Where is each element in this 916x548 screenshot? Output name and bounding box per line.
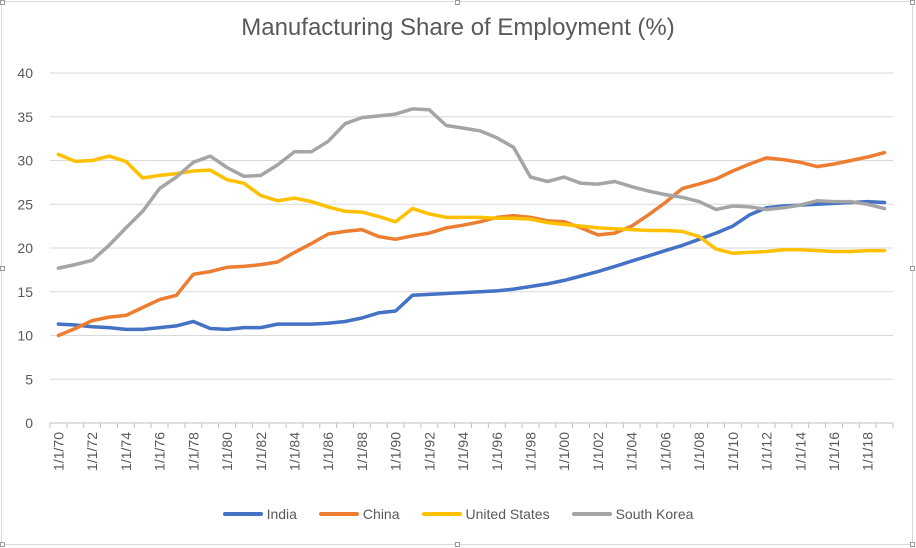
y-tick-label: 5 [25,371,33,387]
x-tick-label: 1/1/90 [388,432,404,471]
gridlines [50,72,893,380]
legend-item-india: India [222,506,297,522]
x-tick-label: 1/1/16 [826,432,842,471]
x-tick-label: 1/1/06 [657,432,673,471]
x-tick-label: 1/1/74 [118,432,134,471]
x-tick-label: 1/1/94 [455,432,471,471]
axes: 0 5 10 15 20 25 30 35 40 1/1/70 1/1/72 1/1/74 1/1/76… [17,65,894,471]
x-tick-label: 1/1/12 [759,432,775,471]
resize-handle-bottom-right[interactable] [910,542,915,547]
x-tick-label: 1/1/18 [860,432,876,471]
legend-label: China [362,506,400,522]
series-line-china [56,150,887,338]
legend-label: India [266,506,297,522]
x-tick-label: 1/1/04 [624,432,640,471]
x-tick-label: 1/1/76 [152,432,168,471]
y-tick-label: 30 [17,153,33,169]
resize-handle-left[interactable] [0,266,5,271]
series-line-united-states [56,152,887,256]
series-lines [56,107,887,338]
legend-swatch [571,512,612,516]
legend-item-china: China [318,506,400,522]
legend: India China United States South Korea [0,506,916,522]
x-tick-label: 1/1/14 [792,432,808,471]
y-tick-label: 40 [17,65,33,81]
chart-title: Manufacturing Share of Employment (%) [241,14,675,41]
x-tick-label: 1/1/86 [320,432,336,471]
x-tick-label: 1/1/78 [185,432,201,471]
series-line-india [56,199,887,332]
series-line-south-korea [56,107,887,270]
x-tick-label: 1/1/88 [354,432,370,471]
resize-handle-top[interactable] [455,0,460,5]
y-tick-label: 10 [17,328,33,344]
y-tick-label: 20 [17,240,33,256]
x-tick-label: 1/1/00 [556,432,572,471]
legend-item-south-korea: South Korea [571,506,694,522]
resize-handle-top-left[interactable] [0,0,5,5]
x-tick-label: 1/1/84 [286,432,302,471]
x-tick-label: 1/1/82 [253,432,269,471]
resize-handle-right[interactable] [910,266,915,271]
legend-swatch [222,512,263,516]
legend-swatch [318,512,359,516]
legend-label: South Korea [615,506,694,522]
y-tick-label: 35 [17,109,33,125]
x-tick-label: 1/1/08 [691,432,707,471]
legend-swatch [421,512,462,516]
y-tick-label: 0 [25,415,33,431]
legend-item-united-states: United States [421,506,550,522]
resize-handle-bottom[interactable] [455,542,460,547]
legend-label: United States [465,506,550,522]
x-tick-label: 1/1/96 [489,432,505,471]
y-tick-label: 15 [17,284,33,300]
x-tick-label: 1/1/70 [50,432,66,471]
x-tick-label: 1/1/92 [421,432,437,471]
x-tick-label: 1/1/98 [523,432,539,471]
x-tick-label: 1/1/02 [590,432,606,471]
x-tick-label: 1/1/10 [725,432,741,471]
y-tick-label: 25 [17,196,33,212]
x-tick-label: 1/1/80 [219,432,235,471]
resize-handle-bottom-left[interactable] [0,542,5,547]
resize-handle-top-right[interactable] [910,0,915,5]
x-tick-label: 1/1/72 [84,432,100,471]
